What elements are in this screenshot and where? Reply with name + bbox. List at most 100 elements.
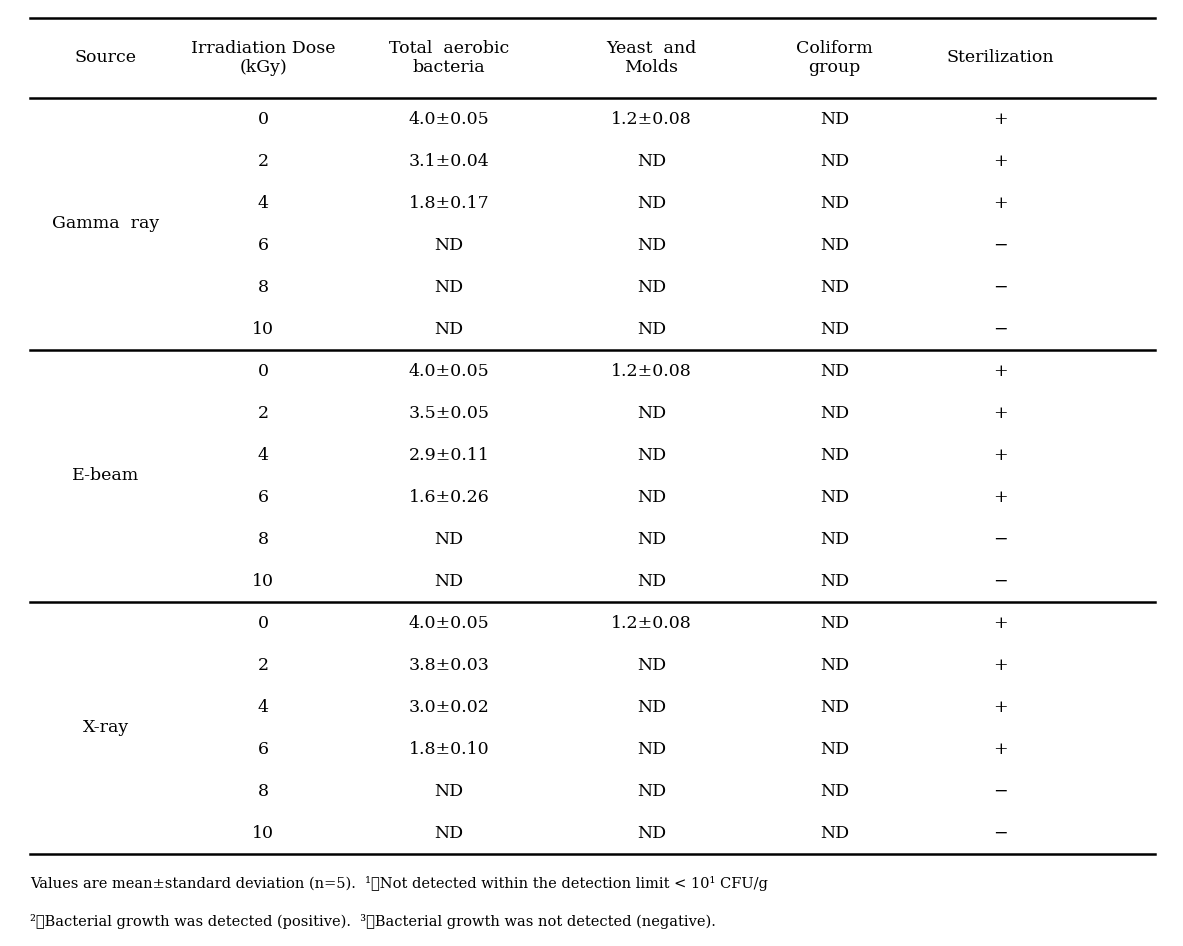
Text: 6: 6 xyxy=(258,236,269,254)
Text: 3.8±0.03: 3.8±0.03 xyxy=(408,657,490,674)
Text: 2.9±0.11: 2.9±0.11 xyxy=(408,447,490,464)
Text: E-beam: E-beam xyxy=(72,467,140,484)
Text: ND: ND xyxy=(820,657,849,674)
Text: 1.2±0.08: 1.2±0.08 xyxy=(612,111,692,128)
Text: +: + xyxy=(993,657,1008,674)
Text: Sterilization: Sterilization xyxy=(946,49,1054,66)
Text: 0: 0 xyxy=(258,615,269,632)
Text: 3.0±0.02: 3.0±0.02 xyxy=(408,698,490,715)
Text: +: + xyxy=(993,615,1008,632)
Text: ND: ND xyxy=(434,278,464,295)
Text: 10: 10 xyxy=(252,321,274,338)
Text: ND: ND xyxy=(636,278,666,295)
Text: ND: ND xyxy=(820,488,849,505)
Text: +: + xyxy=(993,195,1008,212)
Text: ND: ND xyxy=(820,195,849,212)
Text: +: + xyxy=(993,152,1008,169)
Text: 10: 10 xyxy=(252,825,274,842)
Text: ND: ND xyxy=(434,825,464,842)
Text: ND: ND xyxy=(820,362,849,379)
Text: −: − xyxy=(993,825,1008,842)
Text: Irradiation Dose
(kGy): Irradiation Dose (kGy) xyxy=(192,40,336,77)
Text: ND: ND xyxy=(636,195,666,212)
Text: ND: ND xyxy=(636,447,666,464)
Text: +: + xyxy=(993,698,1008,715)
Text: −: − xyxy=(993,278,1008,295)
Text: +: + xyxy=(993,447,1008,464)
Text: 4.0±0.05: 4.0±0.05 xyxy=(408,615,490,632)
Text: ND: ND xyxy=(434,782,464,799)
Text: +: + xyxy=(993,111,1008,128)
Text: ND: ND xyxy=(434,321,464,338)
Text: 2: 2 xyxy=(258,657,269,674)
Text: ND: ND xyxy=(820,321,849,338)
Text: −: − xyxy=(993,236,1008,254)
Text: Coliform
group: Coliform group xyxy=(796,40,873,77)
Text: ND: ND xyxy=(636,321,666,338)
Text: 3.5±0.05: 3.5±0.05 xyxy=(408,405,490,422)
Text: ND: ND xyxy=(636,572,666,589)
Text: ND: ND xyxy=(820,278,849,295)
Text: ND: ND xyxy=(636,531,666,548)
Text: ND: ND xyxy=(636,698,666,715)
Text: Total  aerobic
bacteria: Total aerobic bacteria xyxy=(389,40,509,77)
Text: ND: ND xyxy=(820,236,849,254)
Text: 8: 8 xyxy=(258,782,269,799)
Text: ND: ND xyxy=(820,572,849,589)
Text: ND: ND xyxy=(434,572,464,589)
Text: ND: ND xyxy=(636,657,666,674)
Text: −: − xyxy=(993,321,1008,338)
Text: ND: ND xyxy=(820,405,849,422)
Text: ND: ND xyxy=(820,698,849,715)
Text: 0: 0 xyxy=(258,362,269,379)
Text: 8: 8 xyxy=(258,278,269,295)
Text: ND: ND xyxy=(820,741,849,758)
Text: Gamma  ray: Gamma ray xyxy=(52,216,160,233)
Text: 4: 4 xyxy=(258,447,269,464)
Text: ND: ND xyxy=(434,531,464,548)
Text: 1.2±0.08: 1.2±0.08 xyxy=(612,615,692,632)
Text: 3.1±0.04: 3.1±0.04 xyxy=(408,152,490,169)
Text: 6: 6 xyxy=(258,741,269,758)
Text: 4.0±0.05: 4.0±0.05 xyxy=(408,111,490,128)
Text: ND: ND xyxy=(636,782,666,799)
Text: +: + xyxy=(993,741,1008,758)
Text: −: − xyxy=(993,531,1008,548)
Text: ND: ND xyxy=(820,111,849,128)
Text: ND: ND xyxy=(820,152,849,169)
Text: ND: ND xyxy=(636,236,666,254)
Text: +: + xyxy=(993,488,1008,505)
Text: 4: 4 xyxy=(258,195,269,212)
Text: ²⧪Bacterial growth was detected (positive).  ³⧪Bacterial growth was not detected: ²⧪Bacterial growth was detected (positiv… xyxy=(30,914,716,929)
Text: 6: 6 xyxy=(258,488,269,505)
Text: ND: ND xyxy=(434,236,464,254)
Text: +: + xyxy=(993,405,1008,422)
Text: 4.0±0.05: 4.0±0.05 xyxy=(408,362,490,379)
Text: ND: ND xyxy=(820,531,849,548)
Text: 8: 8 xyxy=(258,531,269,548)
Text: +: + xyxy=(993,362,1008,379)
Text: 4: 4 xyxy=(258,698,269,715)
Text: ND: ND xyxy=(636,405,666,422)
Text: 1.6±0.26: 1.6±0.26 xyxy=(408,488,490,505)
Text: ND: ND xyxy=(820,825,849,842)
Text: ND: ND xyxy=(636,488,666,505)
Text: 1.2±0.08: 1.2±0.08 xyxy=(612,362,692,379)
Text: 10: 10 xyxy=(252,572,274,589)
Text: Source: Source xyxy=(75,49,137,66)
Text: Yeast  and
Molds: Yeast and Molds xyxy=(607,40,697,77)
Text: ND: ND xyxy=(820,447,849,464)
Text: ND: ND xyxy=(820,782,849,799)
Text: −: − xyxy=(993,782,1008,799)
Text: ND: ND xyxy=(820,615,849,632)
Text: 1.8±0.17: 1.8±0.17 xyxy=(408,195,490,212)
Text: 2: 2 xyxy=(258,405,269,422)
Text: ND: ND xyxy=(636,741,666,758)
Text: 2: 2 xyxy=(258,152,269,169)
Text: ND: ND xyxy=(636,152,666,169)
Text: Values are mean±standard deviation (n=5).  ¹⧪Not detected within the detection l: Values are mean±standard deviation (n=5)… xyxy=(30,876,768,891)
Text: X-ray: X-ray xyxy=(83,720,129,737)
Text: −: − xyxy=(993,572,1008,589)
Text: ND: ND xyxy=(636,825,666,842)
Text: 1.8±0.10: 1.8±0.10 xyxy=(409,741,490,758)
